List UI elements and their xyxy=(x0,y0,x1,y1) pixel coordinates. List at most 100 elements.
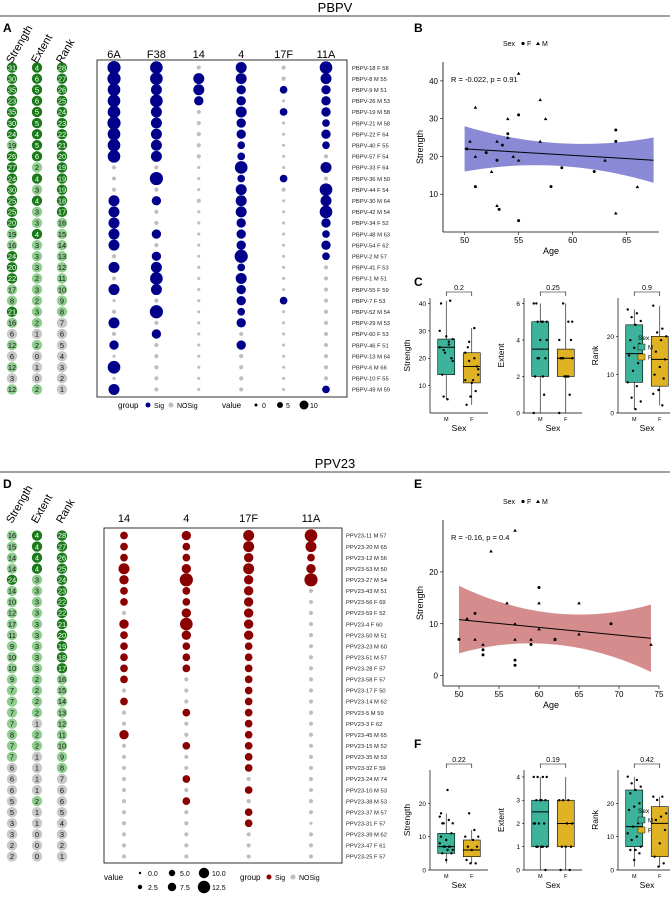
strength-circle xyxy=(6,663,18,674)
nosig-dot xyxy=(184,765,189,771)
nosig-dot xyxy=(197,310,201,314)
nosig-dot xyxy=(197,376,201,380)
rank-circle xyxy=(56,807,68,818)
row-label: PBPV-2 M 57 xyxy=(352,254,387,260)
rank-value: 11 xyxy=(58,274,66,283)
data-point-m xyxy=(489,549,493,553)
jitter-point xyxy=(561,357,565,360)
box-f xyxy=(462,352,481,384)
jitter-point xyxy=(568,393,571,396)
strength-value: 11 xyxy=(8,631,16,640)
rank-circle xyxy=(56,206,68,218)
strength-value: 9 xyxy=(10,642,14,651)
nosig-dot xyxy=(246,854,251,859)
jitter-point xyxy=(467,359,471,363)
extent-circle xyxy=(31,151,43,162)
nosig-dot xyxy=(197,365,201,369)
row-label: PBPV-7 F 53 xyxy=(352,299,386,305)
extent-value: 4 xyxy=(35,130,39,139)
rank-circle xyxy=(56,373,68,384)
nosig-dot xyxy=(111,165,117,170)
strength-circle xyxy=(6,95,18,107)
strength-value: 31 xyxy=(8,63,16,72)
row-label: PBPV-57 F 54 xyxy=(352,155,390,161)
strength-circle xyxy=(6,607,18,619)
data-point-f xyxy=(614,139,618,143)
sig-dot xyxy=(237,263,246,272)
x-tick-label: F xyxy=(658,874,662,880)
pvalue-bracket xyxy=(633,763,661,768)
extent-circle xyxy=(31,84,43,95)
row-label: PBPV-19 M 58 xyxy=(352,110,390,116)
jitter-point xyxy=(540,320,543,323)
row-label: PBPV-44 F 54 xyxy=(352,188,390,194)
extent-circle xyxy=(31,95,43,107)
nosig-dot xyxy=(196,198,201,203)
sig-dot xyxy=(279,85,288,94)
strength-circle xyxy=(6,384,18,395)
extent-circle xyxy=(31,685,43,696)
rank-circle xyxy=(56,685,68,696)
extent-value: 2 xyxy=(35,697,39,706)
legend-swatch-f xyxy=(637,353,646,361)
data-point-f xyxy=(513,663,517,667)
sig-dot xyxy=(150,128,162,140)
sig-dot xyxy=(244,708,253,717)
jitter-point xyxy=(626,832,629,835)
jitter-point xyxy=(447,340,451,344)
jitter-point xyxy=(633,805,636,808)
rank-circle xyxy=(56,740,68,751)
rank-value: 28 xyxy=(58,531,66,540)
rank-value: 13 xyxy=(58,252,66,261)
jitter-point xyxy=(439,835,443,838)
strength-circle xyxy=(6,328,18,340)
jitter-point xyxy=(633,346,636,350)
jitter-point xyxy=(630,782,633,785)
nosig-dot xyxy=(282,132,286,136)
nosig-dot xyxy=(197,243,201,247)
nosig-dot xyxy=(323,365,329,370)
jitter-point xyxy=(536,775,539,779)
jitter-point xyxy=(471,378,475,382)
jitter-point xyxy=(629,338,632,342)
extent-value: 2 xyxy=(35,686,39,695)
strength-value: 21 xyxy=(8,307,16,316)
strength-circle xyxy=(6,751,18,763)
jitter-point xyxy=(537,822,541,825)
rank-circle xyxy=(56,128,68,140)
strength-circle xyxy=(6,718,18,729)
extent-circle xyxy=(31,73,43,84)
jitter-point xyxy=(447,818,451,822)
strength-value: 24 xyxy=(8,174,16,183)
rank-value: 2 xyxy=(60,841,64,850)
column-header: 14 xyxy=(193,49,205,61)
extent-circle xyxy=(31,339,43,351)
legend-size-dot xyxy=(299,400,309,410)
x-axis-label: Age xyxy=(543,700,559,710)
data-point-m xyxy=(614,211,618,215)
sig-dot xyxy=(182,598,191,606)
strength-circle xyxy=(6,339,18,351)
rank-value: 5 xyxy=(60,341,64,350)
strength-circle xyxy=(6,195,18,206)
jitter-point xyxy=(571,357,574,360)
jitter-point xyxy=(635,778,639,782)
rank-circle xyxy=(56,629,68,641)
data-point-m xyxy=(465,616,469,620)
jitter-point xyxy=(445,838,448,842)
jitter-point xyxy=(652,304,655,307)
y-tick-label: 30 xyxy=(429,115,438,124)
strength-value: 5 xyxy=(10,808,14,817)
jitter-point xyxy=(536,357,539,360)
rank-circle xyxy=(56,851,68,862)
strength-circle xyxy=(6,618,18,630)
jitter-point xyxy=(561,302,565,305)
row-label: PBPV-33 F 64 xyxy=(352,166,390,172)
extent-value: 1 xyxy=(35,330,39,339)
legend-size-dot xyxy=(198,867,210,879)
jitter-point xyxy=(569,338,573,342)
rank-circle xyxy=(56,762,68,774)
legend-sig-label: Sig xyxy=(275,875,285,882)
